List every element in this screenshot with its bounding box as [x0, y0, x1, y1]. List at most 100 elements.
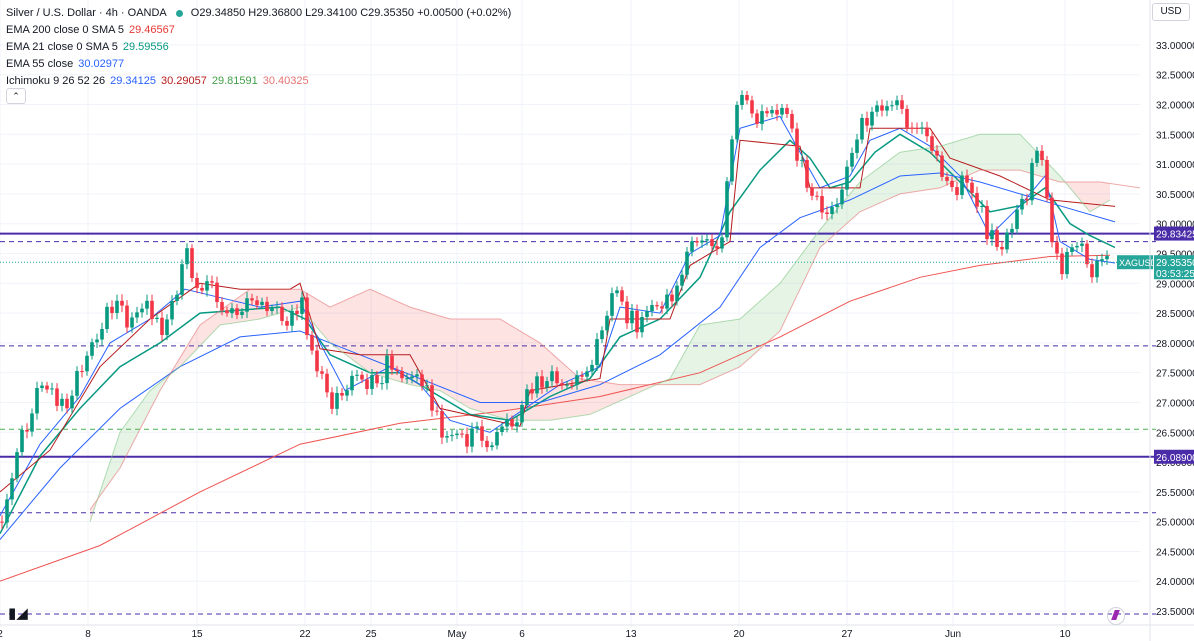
indicator-label: Ichimoku 9 26 52 26 — [6, 75, 106, 87]
currency-button[interactable]: USD — [1152, 3, 1190, 21]
x-tick-label: Jun — [945, 629, 961, 640]
candle-body — [750, 100, 754, 114]
candle-body — [920, 127, 924, 129]
candle-body — [835, 204, 839, 208]
last-price-tag — [1154, 255, 1194, 280]
indicator-line — [0, 115, 1116, 516]
candle-body — [290, 310, 294, 326]
candle-body — [200, 287, 204, 291]
candle-body — [625, 301, 629, 324]
indicator-label: EMA 55 close — [6, 58, 74, 70]
candle-body — [225, 310, 229, 314]
legend-ema200[interactable]: EMA 200 close 0 SMA 5 29.46567 — [6, 22, 511, 39]
symbol-tag — [1117, 255, 1153, 270]
candle-body — [280, 306, 284, 321]
candle-body — [455, 433, 459, 436]
candle-body — [1005, 232, 1009, 250]
candle-body — [770, 109, 774, 114]
ichimoku-cloud — [170, 289, 656, 421]
candle-body — [1045, 159, 1049, 198]
chart-legend: Silver / U.S. Dollar · 4h · OANDA O29.34… — [6, 5, 511, 90]
candle-body — [285, 320, 289, 326]
candle-body — [395, 369, 399, 372]
candle-body — [825, 212, 829, 214]
candle-body — [365, 379, 369, 389]
candle-body — [535, 376, 539, 394]
y-tick-label: 30.00000 — [1156, 220, 1194, 231]
collapse-legend-button[interactable]: ⌃ — [6, 88, 26, 104]
symbol-title[interactable]: Silver / U.S. Dollar · 4h · OANDA — [6, 7, 167, 19]
candle-body — [425, 385, 429, 387]
candle-body — [740, 95, 744, 105]
legend-ema55[interactable]: EMA 55 close 30.02977 — [6, 56, 511, 73]
candle-body — [130, 317, 134, 328]
candle-body — [1025, 198, 1029, 201]
candle-body — [985, 206, 989, 240]
indicator-value: 29.34125 — [110, 75, 156, 87]
candle-body — [1020, 198, 1024, 210]
candle-body — [680, 274, 684, 286]
candle-body — [755, 113, 759, 124]
candle-body — [160, 317, 164, 336]
candle-body — [5, 499, 9, 523]
candle-body — [295, 310, 299, 314]
candle-body — [75, 371, 79, 396]
candle-body — [325, 373, 329, 393]
y-tick-label: 29.50000 — [1156, 249, 1194, 260]
y-tick-label: 32.00000 — [1156, 101, 1194, 112]
candle-body — [95, 339, 99, 343]
candle-body — [1080, 243, 1084, 246]
candle-body — [40, 385, 44, 389]
y-tick-label: 27.00000 — [1156, 398, 1194, 409]
candle-body — [180, 264, 184, 295]
x-tick-label: 2 — [0, 629, 3, 640]
legend-ema21[interactable]: EMA 21 close 0 SMA 5 29.59556 — [6, 39, 511, 56]
candle-body — [555, 371, 559, 384]
candle-body — [45, 385, 49, 390]
ichimoku-cloud — [1066, 181, 1110, 212]
candle-body — [970, 182, 974, 193]
candle-body — [580, 375, 584, 377]
goto-realtime-icon[interactable] — [1107, 607, 1125, 625]
ohlc-values: O29.34850 H29.36800 L29.34100 C29.35350 … — [190, 7, 512, 19]
candle-body — [105, 306, 109, 330]
level-price-label: 26.08900 — [1156, 453, 1194, 464]
x-tick-label: 13 — [625, 629, 637, 640]
candle-body — [955, 187, 959, 195]
candle-body — [10, 478, 14, 500]
candle-body — [230, 308, 234, 314]
x-tick-label: 25 — [365, 629, 377, 640]
candle-body — [510, 419, 514, 427]
candle-body — [945, 176, 949, 181]
level-price-label: 29.83425 — [1156, 230, 1194, 241]
candle-body — [480, 426, 484, 441]
candle-body — [335, 392, 339, 409]
candle-body — [505, 419, 509, 427]
last-price-label: 29.35350 — [1156, 258, 1194, 269]
y-tick-label: 28.00000 — [1156, 339, 1194, 350]
candle-body — [1100, 259, 1104, 261]
candle-body — [730, 139, 734, 182]
candle-body — [375, 375, 379, 384]
y-tick-label: 24.50000 — [1156, 547, 1194, 558]
candle-body — [980, 206, 984, 208]
candle-body — [410, 376, 414, 379]
candle-body — [320, 371, 324, 374]
candle-body — [265, 301, 269, 312]
y-tick-label: 25.00000 — [1156, 518, 1194, 529]
candle-body — [15, 452, 19, 479]
candle-body — [565, 384, 569, 386]
candle-body — [305, 297, 309, 336]
candle-body — [345, 390, 349, 396]
candle-body — [215, 282, 219, 303]
candle-body — [850, 152, 854, 167]
legend-ichimoku[interactable]: Ichimoku 9 26 52 26 29.34125 30.29057 29… — [6, 73, 511, 90]
indicator-value: 30.02977 — [78, 58, 125, 70]
tradingview-logo-icon[interactable]: ▮◢ — [8, 605, 28, 622]
candle-body — [720, 237, 724, 249]
indicator-value: 30.40325 — [262, 75, 309, 87]
candle-body — [400, 371, 404, 379]
candle-body — [1055, 242, 1059, 254]
candle-body — [490, 445, 494, 448]
